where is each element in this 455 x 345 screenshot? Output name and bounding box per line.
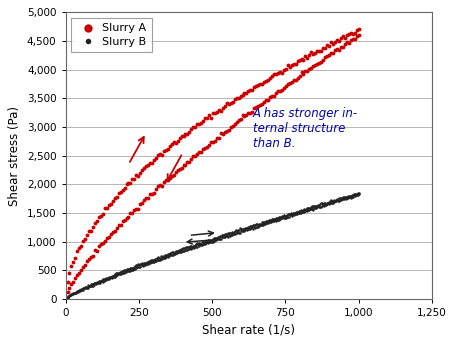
- Slurry B: [329, 198, 334, 203]
- X-axis label: Shear rate (1/s): Shear rate (1/s): [202, 324, 295, 337]
- Line: Slurry A: Slurry A: [63, 27, 361, 301]
- Text: A has stronger in-
ternal structure
than B.: A has stronger in- ternal structure than…: [253, 107, 358, 150]
- Slurry A: [179, 134, 184, 138]
- Slurry B: [310, 204, 315, 208]
- Slurry A: [305, 56, 310, 60]
- Slurry B: [242, 226, 248, 230]
- Slurry A: [265, 78, 271, 82]
- Slurry B: [63, 297, 68, 302]
- Line: Slurry B: Slurry B: [65, 192, 359, 300]
- Slurry A: [159, 152, 165, 157]
- Slurry B: [237, 226, 243, 230]
- Legend: Slurry A, Slurry B: Slurry A, Slurry B: [71, 18, 152, 52]
- Slurry B: [356, 191, 361, 195]
- Slurry B: [236, 228, 242, 232]
- Slurry A: [216, 108, 222, 112]
- Slurry A: [228, 101, 233, 105]
- Slurry A: [63, 296, 68, 300]
- Slurry B: [64, 296, 69, 300]
- Slurry A: [356, 27, 361, 31]
- Y-axis label: Shear stress (Pa): Shear stress (Pa): [8, 106, 21, 206]
